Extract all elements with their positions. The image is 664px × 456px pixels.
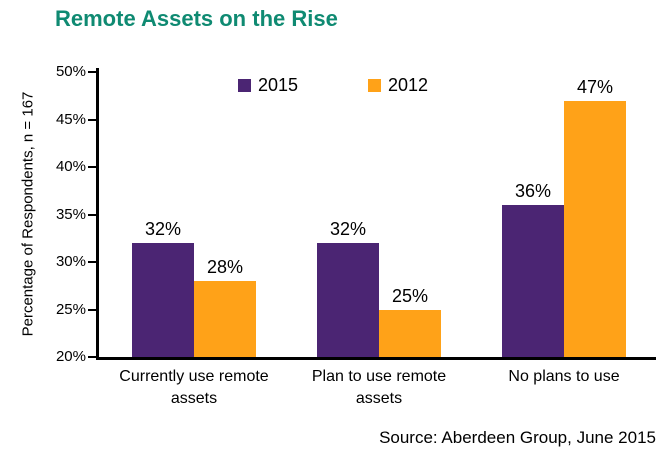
legend-item-2015: 2015 <box>238 75 298 95</box>
y-tick-mark <box>88 118 96 121</box>
bar-2015-group1 <box>132 243 194 357</box>
legend-swatch-2015 <box>238 78 251 92</box>
y-tick-label: 30% <box>55 253 86 270</box>
bar-data-label: 25% <box>391 285 429 306</box>
bar-data-label: 28% <box>206 257 244 277</box>
chart-title: Remote Assets on the Rise <box>55 6 338 31</box>
bar-2012-group2 <box>379 309 441 357</box>
bar-data-label: 32% <box>144 219 182 239</box>
y-tick-mark <box>88 71 96 73</box>
y-tick-label: 45% <box>55 110 86 128</box>
y-tick-mark <box>88 261 96 263</box>
legend-swatch-2012 <box>368 78 381 92</box>
y-tick-label: 35% <box>55 205 86 223</box>
legend-label: 2015 <box>258 75 299 95</box>
plot-area <box>96 68 656 360</box>
bar-data-label: 36% <box>514 181 552 201</box>
y-tick-mark <box>88 308 96 311</box>
y-tick-mark <box>88 166 96 168</box>
y-tick-mark <box>88 356 96 358</box>
y-tick-label: 25% <box>55 300 86 318</box>
bar-data-label: 32% <box>329 219 367 239</box>
y-tick-label: 40% <box>55 158 86 175</box>
y-tick-mark <box>88 213 96 216</box>
bar-2012-group3 <box>564 100 626 357</box>
x-category-label: Plan to use remote assets <box>311 368 447 407</box>
y-tick-label: 50% <box>55 63 86 80</box>
bar-2012-group1 <box>194 281 256 357</box>
bar-2015-group2 <box>317 243 379 357</box>
x-category-label: No plans to use <box>508 368 620 385</box>
source-text: Source: Aberdeen Group, June 2015 <box>379 428 656 447</box>
bar-2015-group3 <box>502 205 564 357</box>
bar-data-label: 47% <box>576 76 614 97</box>
legend-item-2012: 2012 <box>368 75 428 95</box>
x-category-label: Currently use remote assets <box>119 368 269 407</box>
legend-label: 2012 <box>388 75 429 95</box>
y-tick-label: 20% <box>55 348 86 365</box>
